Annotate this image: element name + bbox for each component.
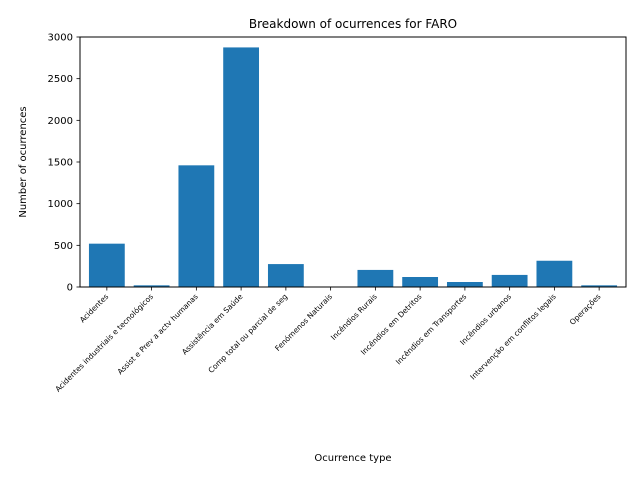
y-tick-label: 1500 (48, 158, 73, 169)
bar (178, 165, 214, 287)
y-tick-label: 3000 (48, 33, 73, 44)
x-tick-label: Intervenção em conflitos legais (468, 292, 558, 382)
bar (357, 270, 393, 287)
x-tick-label: Operações (568, 292, 603, 327)
plot-frame (80, 37, 626, 287)
bar (402, 277, 438, 287)
y-tick-label: 0 (67, 283, 73, 294)
bar (223, 47, 259, 287)
x-axis-label: Ocurrence type (314, 453, 391, 464)
y-tick-label: 2000 (48, 116, 73, 127)
y-tick-label: 500 (54, 241, 73, 252)
x-tick-label: Acidentes industriais e tecnológicos (53, 292, 155, 394)
x-tick-label: Comp total ou parcial de seg (206, 292, 289, 375)
x-tick-label: Assist e Prev a actv humanas (116, 292, 200, 376)
bar (89, 244, 125, 287)
bar (492, 275, 528, 287)
bar (268, 264, 304, 287)
chart-title: Breakdown of ocurrences for FARO (249, 17, 457, 31)
x-tick-label: Acidentes (78, 292, 110, 324)
x-tick-label: Incêndios Rurais (329, 292, 379, 342)
y-tick-label: 1000 (48, 199, 73, 210)
bar (447, 282, 483, 287)
bar (536, 261, 572, 287)
y-tick-label: 2500 (48, 74, 73, 85)
y-axis-label: Number of ocurrences (18, 106, 29, 217)
